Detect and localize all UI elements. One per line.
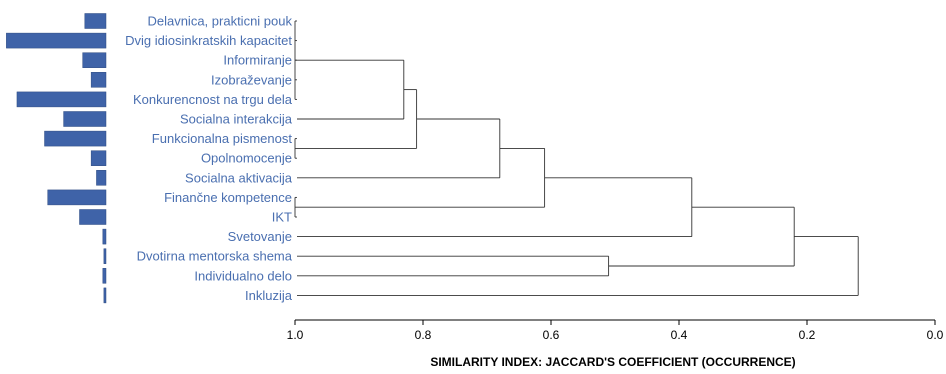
leaf-label: Konkurencnost na trgu dela: [133, 92, 293, 107]
leaf-label: Delavnica, prakticni pouk: [147, 14, 292, 29]
x-tick-label: 0.2: [799, 328, 816, 342]
leaf-label: Socialna aktivacija: [185, 170, 293, 185]
leaf-label: Dvig idiosinkratskih kapacitet: [125, 33, 292, 48]
leaf-bar: [47, 189, 107, 206]
leaf-bar: [96, 170, 107, 186]
leaf-label-group: Delavnica, prakticni pouk Dvig idiosinkra…: [125, 14, 293, 303]
leaf-label: Funkcionalna pismenost: [152, 131, 293, 146]
leaf-bar: [63, 111, 107, 127]
x-tick-label: 1.0: [287, 328, 304, 342]
leaf-label: Individualno delo: [194, 268, 292, 283]
leaf-bar: [16, 91, 107, 108]
leaf-bar: [84, 13, 107, 29]
leaf-bar: [102, 268, 107, 284]
leaf-label: Opolnomocenje: [201, 151, 292, 166]
leaf-label: Izobraževanje: [211, 72, 292, 87]
leaf-bar: [44, 130, 107, 147]
x-tick-label: 0.0: [927, 328, 944, 342]
leaf-bar: [90, 150, 107, 166]
leaf-bar: [82, 52, 107, 68]
leaf-bar: [102, 228, 107, 245]
leaf-label: Inkluzija: [245, 288, 293, 303]
x-tick-label: 0.8: [415, 328, 432, 342]
x-tick-label: 0.6: [543, 328, 560, 342]
leaf-label: Informiranje: [223, 53, 292, 68]
leaf-bar: [79, 209, 107, 225]
x-axis-title: SIMILARITY INDEX: JACCARD'S COEFFICIENT …: [430, 355, 795, 369]
leaf-label: Finančne kompetence: [164, 190, 292, 205]
dendrogram-links: [294, 20, 859, 296]
leaf-label: Svetovanje: [228, 229, 292, 244]
x-tick-label: 0.4: [671, 328, 688, 342]
leaf-bar: [103, 248, 107, 264]
x-axis: 1.0 0.8 0.6 0.4 0.2 0.0: [287, 319, 944, 342]
leaf-label: IKT: [272, 210, 292, 225]
leaf-bar: [90, 72, 107, 88]
leaf-bar: [6, 32, 107, 49]
leaf-label: Dvotirna mentorska shema: [137, 249, 293, 264]
leaf-label: Socialna interakcija: [180, 112, 293, 127]
leaf-bar: [103, 287, 107, 304]
bar-group: [6, 13, 107, 304]
